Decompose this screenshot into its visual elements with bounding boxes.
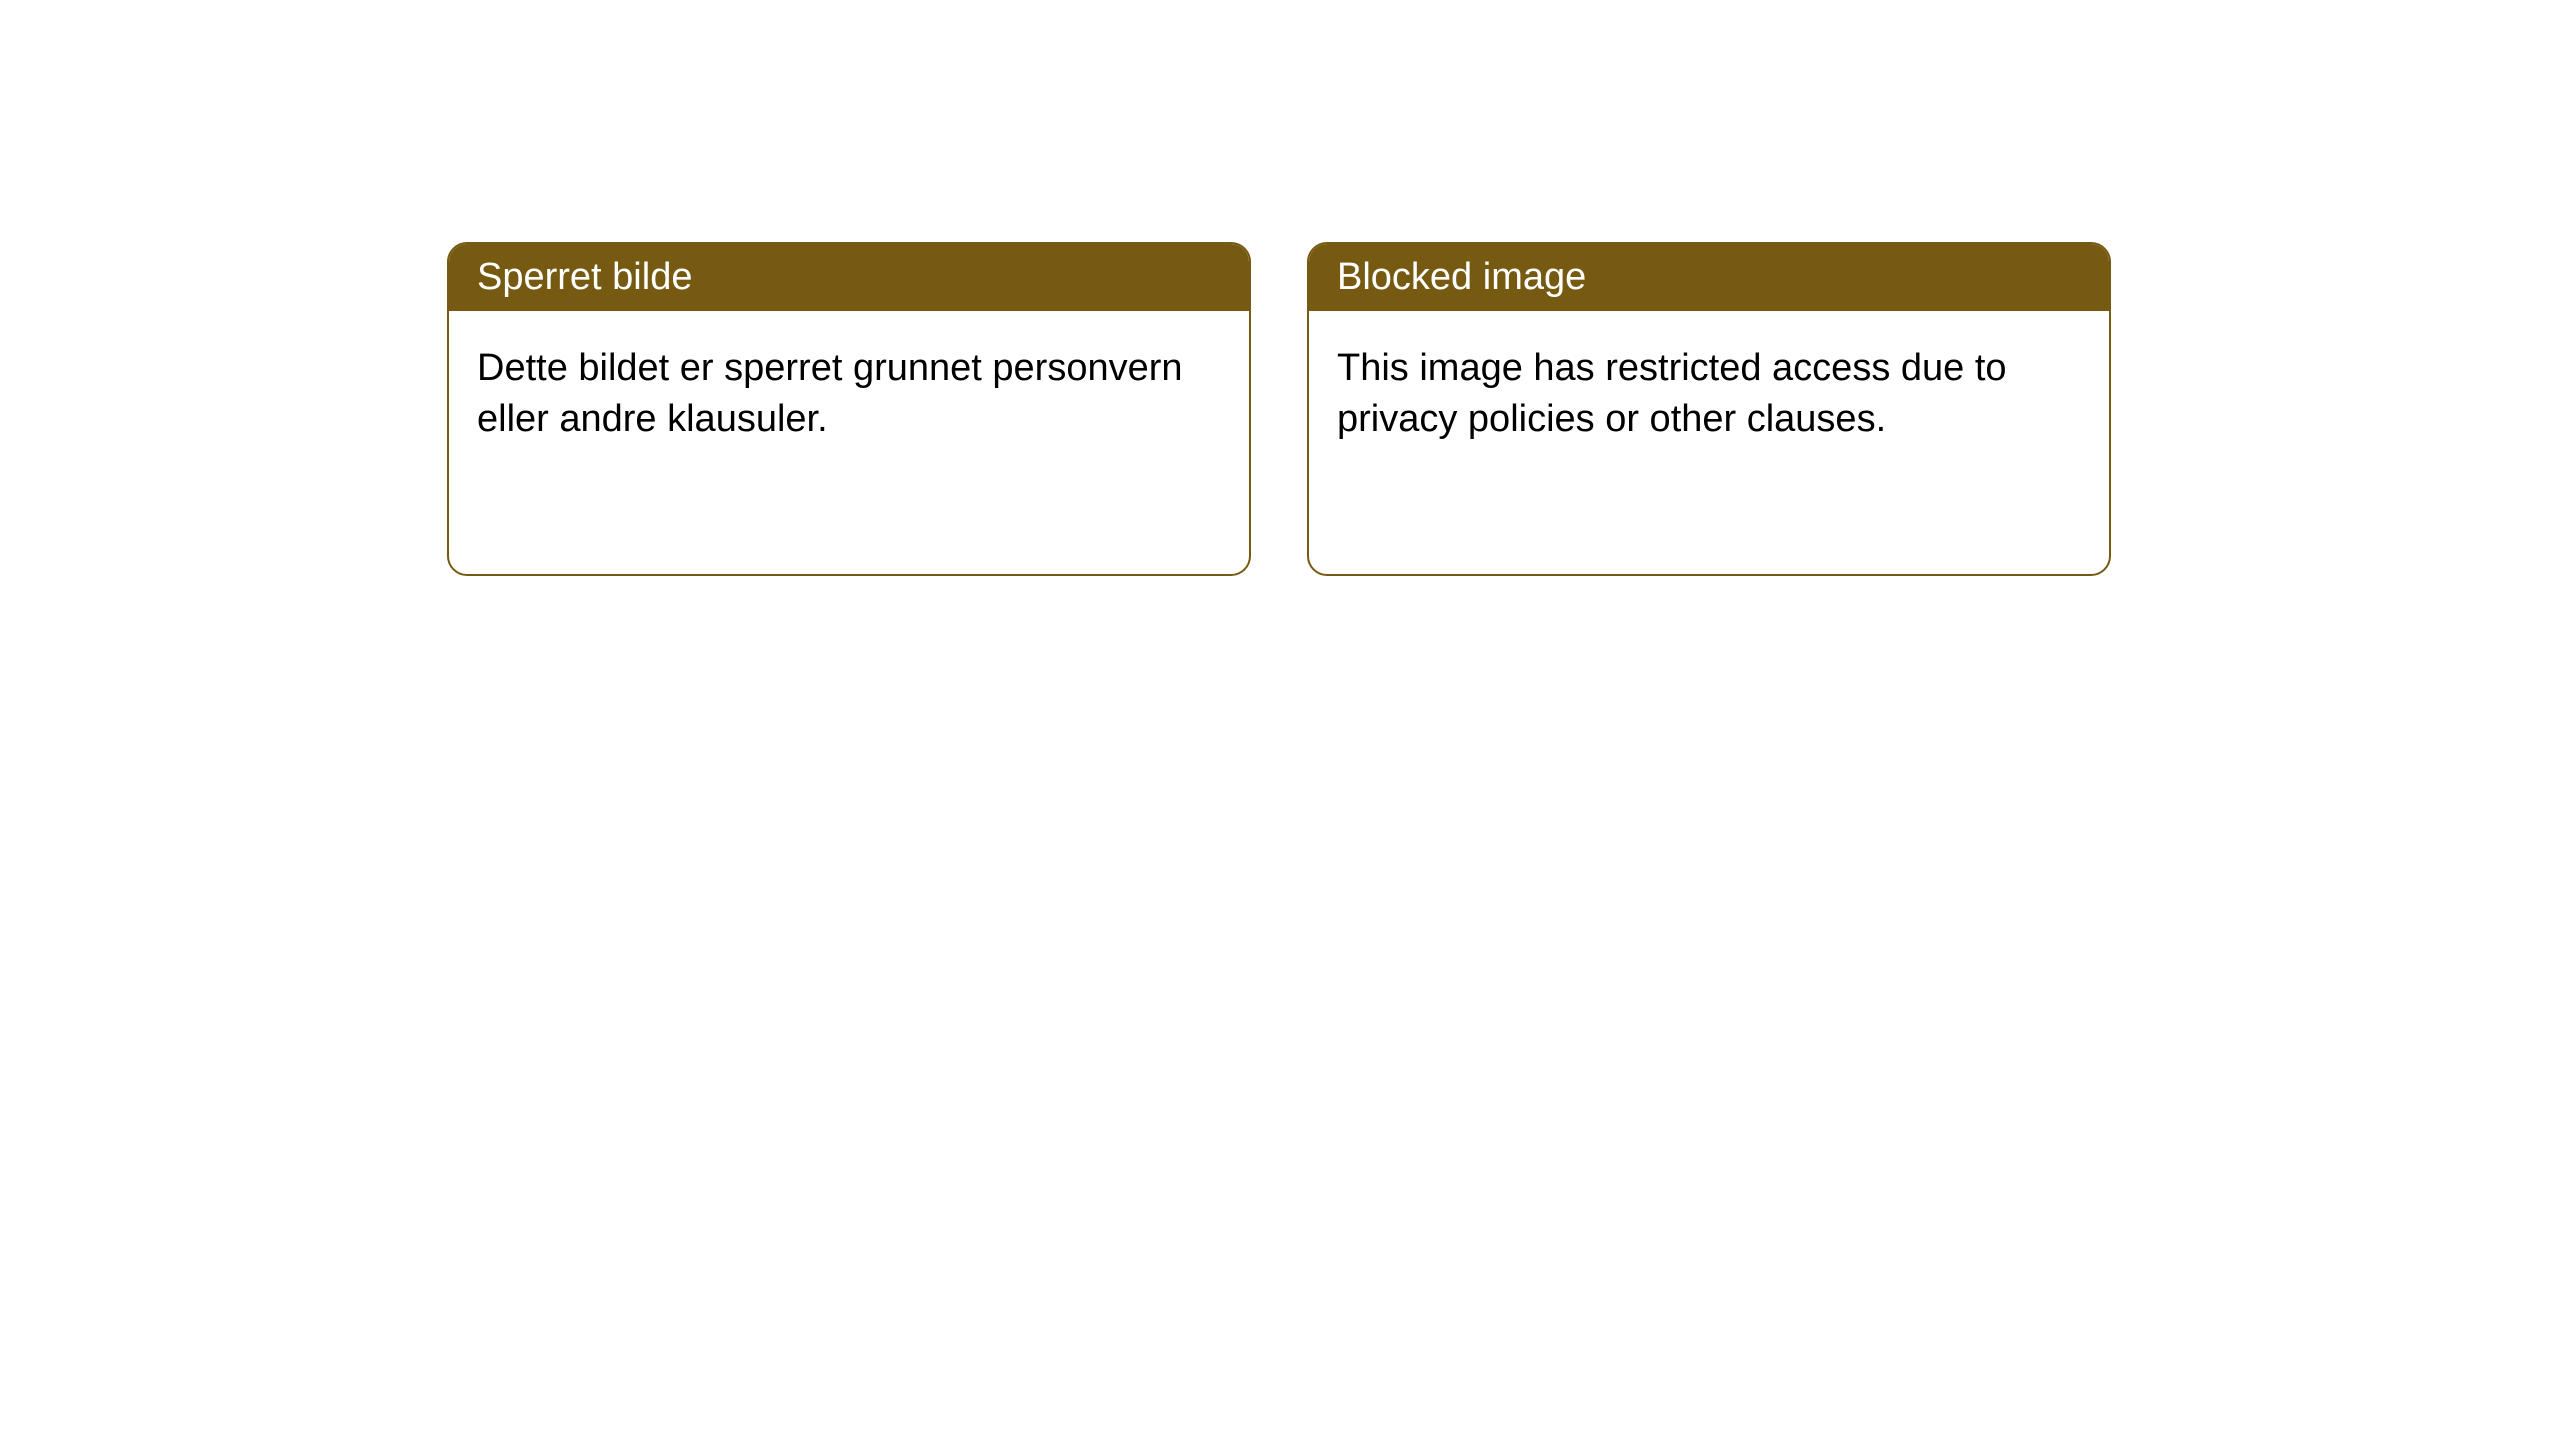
- notice-card-english: Blocked image This image has restricted …: [1307, 242, 2111, 576]
- notice-body-norwegian: Dette bildet er sperret grunnet personve…: [449, 311, 1249, 478]
- notice-header-english: Blocked image: [1309, 244, 2109, 311]
- notice-body-english: This image has restricted access due to …: [1309, 311, 2109, 478]
- notice-card-norwegian: Sperret bilde Dette bildet er sperret gr…: [447, 242, 1251, 576]
- notice-header-norwegian: Sperret bilde: [449, 244, 1249, 311]
- notice-container: Sperret bilde Dette bildet er sperret gr…: [0, 0, 2560, 576]
